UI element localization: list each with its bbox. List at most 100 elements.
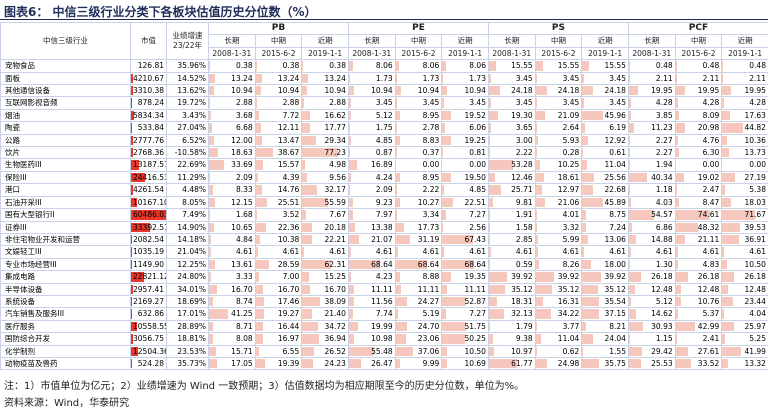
percentile-value: 4.61 — [562, 247, 580, 257]
percentile: 23.06 — [394, 332, 443, 346]
percentile-bar — [676, 73, 677, 84]
percentile: 18.63 — [208, 146, 256, 160]
header-row: 2008-1-31 2015-6-2 2019-1-1 2008-1-31 2015-6… — [1, 46, 768, 61]
percentile-bar — [256, 222, 266, 232]
cap-bar — [131, 135, 133, 146]
percentile-bar — [349, 222, 356, 232]
percentile-value: 8.26 — [562, 259, 580, 269]
market-cap: 4261.54 — [130, 183, 167, 197]
industry-name: 石油开采III — [0, 195, 131, 210]
percentile-value: 14.62 — [651, 309, 673, 319]
percentile: 52.87 — [441, 294, 489, 309]
percentile: 0.48 — [721, 59, 768, 73]
percentile-value: 16.97 — [277, 334, 300, 344]
percentile: 55.59 — [301, 195, 349, 210]
percentile: 19.52 — [441, 108, 489, 123]
growth: -10.58% — [166, 146, 209, 160]
percentile-bar — [396, 222, 404, 232]
percentile-value: 44.82 — [744, 123, 766, 133]
growth: 19.72% — [166, 96, 209, 110]
percentile-bar — [489, 98, 491, 108]
percentile-bar — [396, 61, 400, 71]
growth: 8.05% — [166, 195, 209, 210]
percentile-bar — [396, 358, 401, 369]
percentile-value: 12.48 — [744, 284, 766, 294]
percentile-bar — [629, 222, 633, 232]
percentile: 2.64 — [534, 121, 583, 135]
industry-name: 宠物食品 — [0, 59, 131, 73]
percentile: 25.97 — [721, 319, 768, 334]
percentile-value: 19.50 — [464, 172, 486, 182]
percentile-value: 8.74 — [235, 296, 253, 306]
percentile-value: 4.83 — [702, 259, 720, 269]
percentile-bar — [396, 334, 407, 344]
percentile-value: 8.95 — [422, 110, 440, 120]
percentile: 19.27 — [254, 307, 303, 321]
cap-bar — [131, 296, 133, 307]
cap-value: 1035.19 — [133, 247, 165, 257]
percentile-bar — [209, 123, 213, 133]
percentile-value: 12.46 — [511, 172, 533, 182]
percentile-bar — [349, 247, 352, 257]
percentile-bar — [349, 73, 350, 84]
percentile: 21.07 — [347, 232, 396, 247]
percentile-bar — [722, 73, 724, 84]
percentile-value: 10.94 — [417, 86, 440, 96]
percentile-bar — [536, 259, 540, 270]
percentile: 28.59 — [254, 257, 303, 272]
percentile: 32.13 — [487, 307, 536, 321]
percentile: 9.23 — [347, 195, 396, 210]
percentile-value: 24.04 — [604, 334, 626, 344]
percentile-value: 24.27 — [417, 296, 440, 306]
percentile-bar — [536, 61, 543, 71]
percentile: 8.47 — [674, 195, 723, 210]
percentile-value: 17.05 — [231, 358, 253, 368]
percentile: 68.64 — [347, 257, 396, 272]
market-cap: 22821.12 — [130, 270, 167, 284]
percentile-value: 24.18 — [557, 86, 580, 96]
percentile-bar — [396, 172, 400, 183]
cap-value: 3056.75 — [133, 334, 165, 344]
term-header: 长期 — [347, 34, 396, 48]
percentile-bar — [536, 234, 539, 245]
cap-bar — [131, 334, 133, 344]
group-header: PB — [208, 21, 349, 36]
percentile: 3.45 — [581, 96, 629, 110]
percentile-bar — [629, 197, 631, 208]
percentile: 4.23 — [347, 270, 396, 284]
percentile-value: 2.27 — [655, 148, 673, 158]
percentile-bar — [536, 86, 547, 96]
percentile-value: 38.67 — [277, 148, 300, 158]
percentile-value: 7.67 — [329, 210, 346, 220]
percentile-value: 9.81 — [515, 197, 533, 207]
table-row: 公路 2777.76 6.52% 12.00 13.47 29.34 4.85 8.83 19.… — [0, 133, 768, 148]
cap-value: 13187.57 — [133, 160, 167, 170]
percentile: 3.45 — [347, 96, 396, 110]
percentile-bar — [302, 135, 316, 146]
date-header: 2019-1-1 — [581, 46, 629, 61]
cap-value: 4210.67 — [133, 73, 165, 83]
market-cap: 33392.51 — [130, 220, 167, 234]
percentile-bar — [256, 321, 264, 332]
growth: 24.80% — [166, 270, 209, 284]
percentile-value: 2.11 — [655, 73, 673, 83]
percentile-value: 30.93 — [651, 321, 673, 331]
percentile: 1.79 — [487, 319, 536, 334]
percentile-bar — [676, 197, 680, 208]
percentile-value: 0.00 — [469, 160, 486, 170]
percentile-value: 0.37 — [422, 148, 440, 158]
percentile: 4.61 — [487, 245, 536, 259]
percentile-value: 2.41 — [702, 334, 720, 344]
percentile-value: 2.27 — [655, 135, 673, 145]
percentile-value: 68.64 — [371, 259, 393, 269]
percentile: 6.86 — [627, 220, 676, 234]
percentile: 45.96 — [581, 108, 629, 123]
percentile-value: 2.22 — [422, 185, 440, 195]
percentile-value: 18.63 — [231, 148, 253, 158]
market-cap: 1149.90 — [130, 257, 167, 272]
percentile-bar — [722, 247, 725, 257]
group-header: PS — [487, 21, 629, 36]
percentile: 19.25 — [441, 133, 489, 148]
cap-value: 4261.54 — [133, 185, 165, 195]
market-cap: 3056.75 — [130, 332, 167, 346]
